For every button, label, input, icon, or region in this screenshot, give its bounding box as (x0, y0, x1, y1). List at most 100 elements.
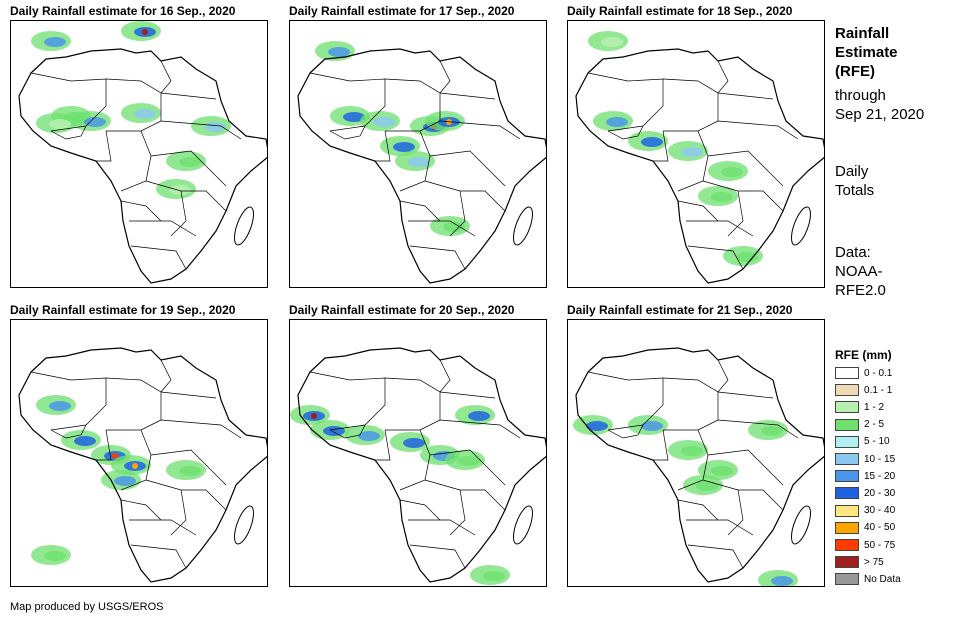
country-border (677, 499, 719, 521)
country-border (329, 424, 366, 439)
country-border (170, 190, 187, 237)
country-border (717, 92, 774, 100)
legend-item: 10 - 15 (835, 452, 895, 466)
rain-area-core (681, 147, 703, 157)
legend-swatch (835, 504, 859, 517)
country-border (662, 377, 719, 431)
legend-label: > 75 (864, 556, 884, 568)
info-title-line-3: (RFE) (835, 63, 875, 80)
country-border (399, 429, 431, 491)
country-border (96, 130, 112, 162)
country-border (677, 429, 709, 491)
country-border (384, 377, 441, 431)
country-border (160, 391, 217, 399)
legend-swatch (835, 470, 859, 483)
info-title-line-1: Rainfall (835, 25, 890, 42)
rain-area-core (761, 426, 783, 436)
legend-item: 30 - 40 (835, 504, 895, 518)
panel-title-16: Daily Rainfall estimate for 16 Sep., 202… (10, 4, 236, 18)
panel-title-21: Daily Rainfall estimate for 21 Sep., 202… (567, 303, 793, 317)
madagascar-outline (234, 505, 254, 545)
continent-outline (575, 347, 824, 583)
legend-label: 20 - 30 (864, 487, 896, 499)
rain-area-core (179, 466, 201, 476)
rain-area-core (44, 551, 66, 561)
country-border (439, 120, 521, 140)
rain-area-core (323, 426, 345, 436)
rain-area-core (74, 436, 96, 446)
country-border (717, 60, 729, 94)
rain-area-core (204, 122, 226, 132)
country-border (129, 220, 197, 237)
legend-item: No Data (835, 572, 901, 586)
country-border (424, 180, 506, 212)
map-panel-21 (567, 319, 825, 587)
legend-label: 1 - 2 (864, 401, 885, 413)
madagascar-outline (234, 206, 254, 246)
country-border (439, 419, 521, 439)
legend-label: 5 - 10 (864, 436, 890, 448)
legend-label: 0 - 0.1 (864, 367, 893, 379)
country-border (329, 125, 366, 140)
info-title: Rainfall Estimate (RFE) (835, 24, 898, 81)
legend-item: 1 - 2 (835, 400, 884, 414)
legend-label: 40 - 50 (864, 522, 896, 534)
rainfall-map-svg (290, 347, 546, 585)
country-border (717, 391, 774, 399)
rain-area-core (483, 571, 505, 581)
rain-area-core (49, 401, 71, 411)
map-panel-18 (567, 20, 825, 288)
rain-area-core (134, 109, 156, 119)
legend-swatch (835, 521, 859, 534)
country-border (129, 519, 197, 536)
panel-title-18: Daily Rainfall estimate for 18 Sep., 202… (567, 4, 793, 18)
country-border (439, 92, 496, 100)
country-border (145, 479, 227, 511)
country-border (160, 60, 172, 94)
country-border (50, 125, 87, 140)
rain-area-core (84, 117, 106, 127)
legend-title: RFE (mm) (835, 348, 892, 362)
info-through-line-2: Sep 21, 2020 (835, 106, 925, 123)
rain-area-core (179, 157, 201, 167)
country-border (687, 245, 744, 270)
legend-item: 50 - 75 (835, 538, 895, 552)
info-totals: Daily Totals (835, 162, 874, 200)
country-border (677, 130, 709, 192)
legend-item: 15 - 20 (835, 469, 895, 483)
country-border (607, 424, 644, 439)
madagascar-outline (513, 505, 533, 545)
continent-outline (575, 48, 824, 284)
country-border (399, 200, 441, 222)
country-border (653, 130, 669, 162)
info-totals-line-1: Daily (835, 163, 869, 180)
rain-area-core (358, 431, 380, 441)
legend-swatch (835, 384, 859, 397)
country-border (150, 150, 227, 187)
country-border (439, 60, 451, 94)
continent-outline (297, 347, 546, 583)
rainfall-map-svg (18, 21, 267, 284)
country-border (707, 449, 784, 486)
map-panel-19 (10, 319, 268, 587)
rain-area-core (681, 446, 703, 456)
rain-area-core (606, 117, 628, 127)
map-panel-20 (289, 319, 547, 587)
rain-area-core (696, 481, 718, 491)
legend-swatch (835, 401, 859, 414)
legend-label: 15 - 20 (864, 470, 896, 482)
country-border (607, 125, 644, 140)
country-border (587, 371, 664, 431)
country-border (96, 429, 112, 461)
country-border (687, 544, 744, 569)
legend-item: 2 - 5 (835, 418, 884, 432)
country-border (662, 78, 719, 132)
info-totals-line-2: Totals (835, 182, 875, 199)
panel-title-17: Daily Rainfall estimate for 17 Sep., 202… (289, 4, 515, 18)
legend-swatch (835, 418, 859, 431)
madagascar-outline (791, 505, 811, 545)
continent-outline (18, 347, 267, 583)
country-border (439, 359, 451, 393)
rain-area-core (641, 137, 663, 147)
country-border (707, 150, 784, 187)
